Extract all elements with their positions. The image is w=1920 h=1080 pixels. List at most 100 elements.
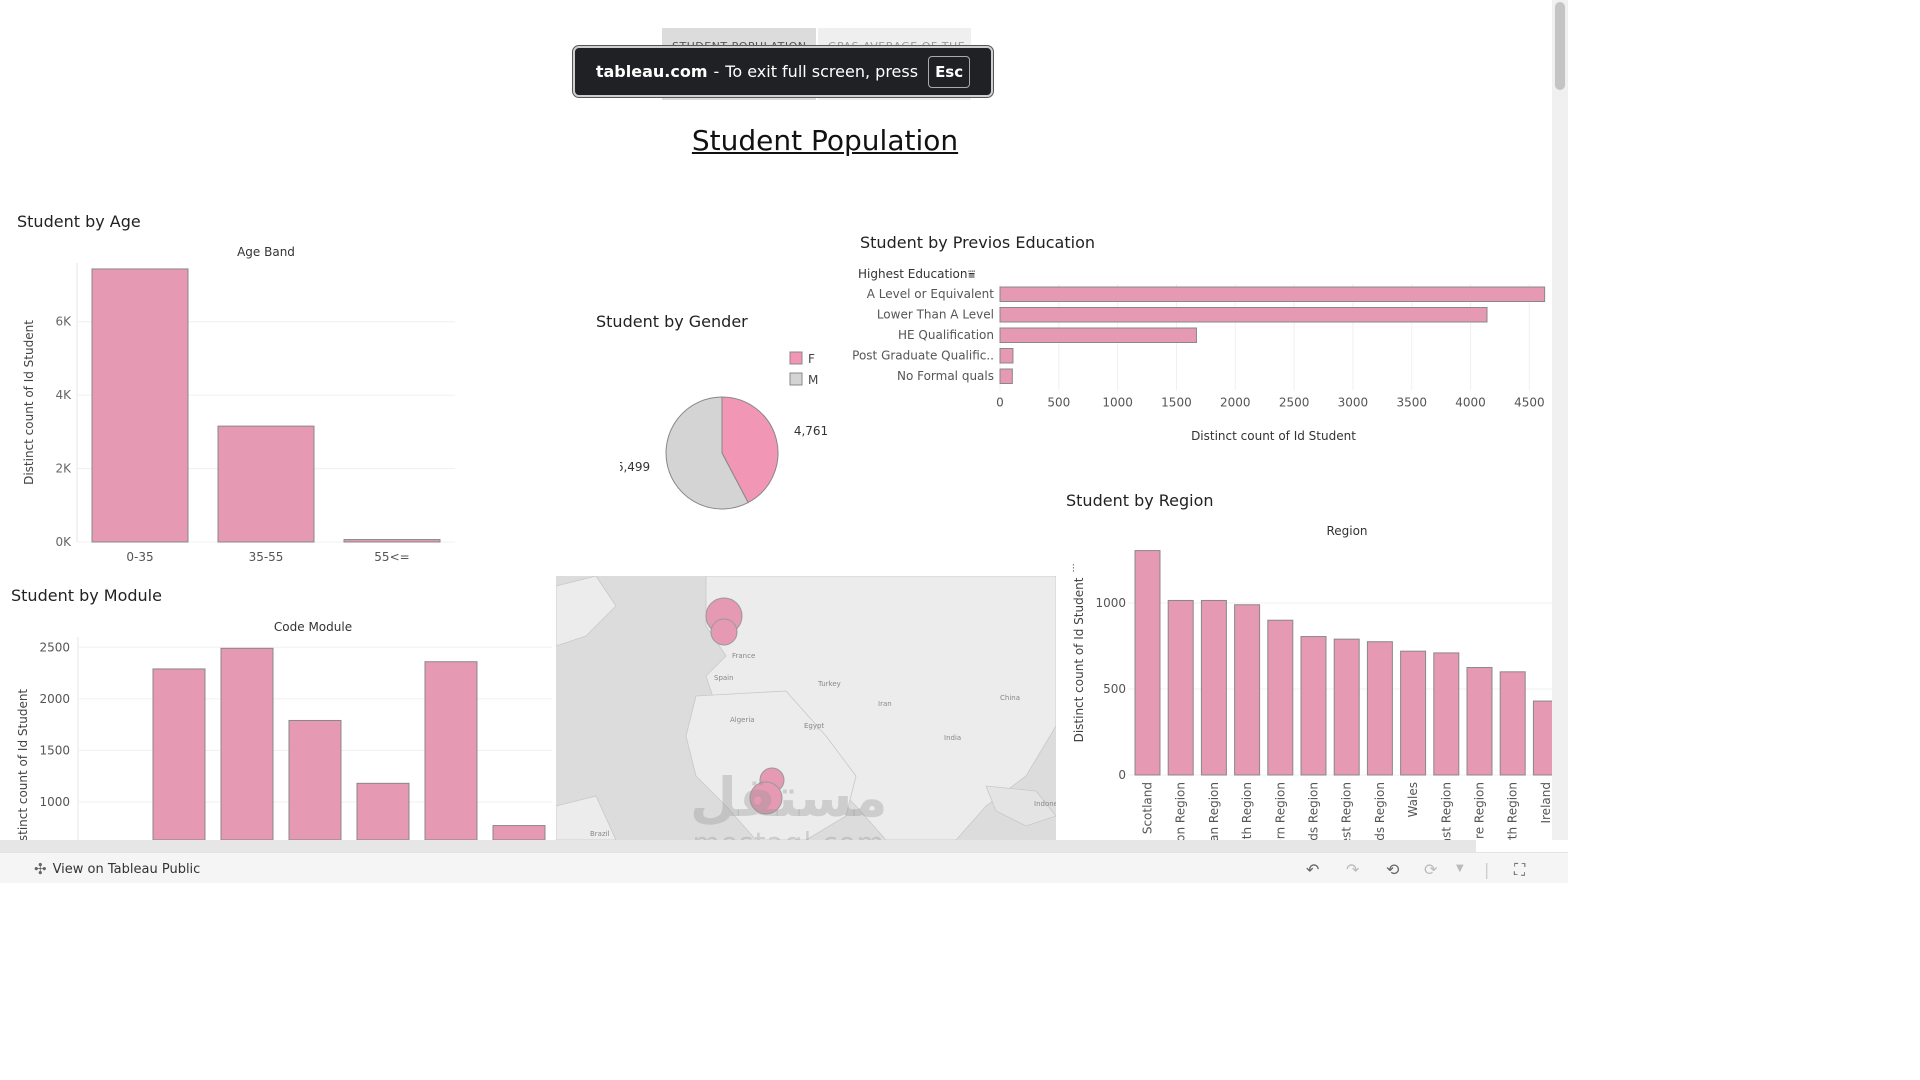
footer-toolbar: ✣ View on Tableau Public ↶ ↷ ⟲ ⟳ ▼ | ⛶ xyxy=(0,852,1568,883)
undo-icon[interactable]: ↶ xyxy=(1306,860,1320,879)
region-bar xyxy=(1400,650,1427,776)
region-x-tick: Wales xyxy=(1406,782,1420,817)
tableau-logo-icon: ✣ xyxy=(34,860,47,878)
map-bubble[interactable] xyxy=(710,618,738,646)
world-map-shapes xyxy=(556,576,1056,840)
student-map[interactable]: France Spain Turkey Iran China Algeria E… xyxy=(556,576,1056,840)
sheet-title-module: Student by Module xyxy=(11,586,162,605)
toast-domain: tableau.com xyxy=(595,62,708,81)
education-bar xyxy=(999,286,1546,302)
module-bar xyxy=(424,661,478,840)
sort-icon: ⩸ xyxy=(968,267,975,281)
education-y-tick: Lower Than A Level xyxy=(877,308,994,322)
region-bar xyxy=(1167,599,1194,776)
gender-legend-label: F xyxy=(808,352,815,366)
module-y-tick: 1000 xyxy=(39,795,70,809)
module-bar xyxy=(356,782,410,840)
education-x-tick: 2500 xyxy=(1279,396,1310,410)
age-chart: Age Band 0K 2K 4K 6K 0-35 35-55 55<= Distinct co… xyxy=(22,245,455,564)
education-x-tick: 0 xyxy=(996,396,1004,410)
education-chart: Highest Education ⩸ 0 500 1000 1500 2000 2500 30… xyxy=(852,267,1546,443)
region-x-tick: an Region xyxy=(1207,782,1221,840)
education-x-label: Distinct count of Id Student xyxy=(1191,429,1356,443)
region-bar xyxy=(1267,619,1294,776)
age-bar xyxy=(91,268,189,543)
region-x-tick: rth Region xyxy=(1506,782,1520,840)
redo-icon[interactable]: ↷ xyxy=(1346,860,1360,879)
view-on-tableau-link[interactable]: ✣ View on Tableau Public xyxy=(34,860,200,878)
map-label: Brazil xyxy=(590,830,610,838)
chevron-down-icon[interactable]: ▼ xyxy=(1456,863,1464,874)
module-bar xyxy=(152,668,206,840)
education-x-tick: 3500 xyxy=(1396,396,1427,410)
region-bar xyxy=(1333,638,1360,776)
region-x-tick: est Region xyxy=(1340,782,1354,840)
region-bar xyxy=(1532,700,1552,776)
region-bar xyxy=(1300,636,1327,776)
age-header: Age Band xyxy=(237,245,295,259)
age-y-tick: 4K xyxy=(55,388,72,402)
module-y-tick: 1500 xyxy=(39,743,70,757)
module-bar xyxy=(220,647,274,840)
region-y-tick: 500 xyxy=(1103,682,1126,696)
toolbar-divider: | xyxy=(1484,860,1490,879)
map-label: Spain xyxy=(714,674,734,682)
watermark-arabic: مستقل xyxy=(690,766,888,829)
sheet-title-age: Student by Age xyxy=(17,212,141,231)
module-y-label: stinct count of Id Student xyxy=(16,689,30,840)
education-y-tick: HE Qualification xyxy=(898,328,994,342)
region-chart: Region ⫶ 0 500 1000 Scotland on Region an Regio… xyxy=(1072,524,1552,840)
region-header: Region xyxy=(1326,524,1367,538)
module-header: Code Module xyxy=(274,620,352,634)
map-label: France xyxy=(732,652,756,660)
map-label: Iran xyxy=(878,700,892,708)
region-x-tick: ds Region xyxy=(1373,782,1387,840)
scrollbar-thumb[interactable] xyxy=(1555,2,1565,90)
region-x-tick: uth Region xyxy=(1240,782,1254,840)
education-x-tick: 500 xyxy=(1047,396,1070,410)
module-chart: Code Module 1000 1500 2000 2500 stinct count … xyxy=(16,620,552,840)
module-bar xyxy=(492,825,546,840)
region-y-tick: 0 xyxy=(1118,768,1126,782)
education-x-tick: 1500 xyxy=(1161,396,1192,410)
region-x-tick: on Region xyxy=(1174,782,1188,840)
region-y-tick: 1000 xyxy=(1095,596,1126,610)
sheet-title-education: Student by Previos Education xyxy=(860,233,1095,252)
education-x-tick: 1000 xyxy=(1102,396,1133,410)
education-x-tick: 3000 xyxy=(1338,396,1369,410)
gender-slice-label: 4,761 xyxy=(794,424,828,438)
age-x-tick: 35-55 xyxy=(249,550,284,564)
gender-slice xyxy=(665,396,749,510)
region-y-label: Distinct count of Id Student xyxy=(1072,577,1086,742)
map-label: Indone xyxy=(1034,800,1056,808)
gender-slice-label: 6,499 xyxy=(620,460,650,474)
map-label: Algeria xyxy=(730,716,755,724)
map-bubble[interactable] xyxy=(749,781,783,815)
region-bar xyxy=(1466,667,1493,776)
age-y-tick: 6K xyxy=(55,315,72,329)
education-y-tick: A Level or Equivalent xyxy=(867,287,995,301)
vertical-scrollbar[interactable] xyxy=(1552,0,1568,840)
gender-chart: 4,761 6,499 FM xyxy=(620,351,828,510)
age-y-tick: 0K xyxy=(55,535,72,549)
gender-legend-swatch xyxy=(789,372,803,386)
age-bar xyxy=(343,539,441,543)
education-header: Highest Education xyxy=(858,267,967,281)
refresh-icon[interactable]: ⟳ xyxy=(1424,860,1438,879)
revert-icon[interactable]: ⟲ xyxy=(1386,860,1400,879)
education-y-tick: Post Graduate Qualific.. xyxy=(852,349,994,363)
age-bar xyxy=(217,425,315,543)
dashboard-title: Student Population xyxy=(691,124,959,157)
age-x-tick: 55<= xyxy=(374,550,409,564)
fullscreen-toast: tableau.com - To exit full screen, press… xyxy=(572,45,994,98)
region-bar xyxy=(1433,652,1460,776)
module-bar xyxy=(288,719,342,840)
education-x-tick: 4000 xyxy=(1455,396,1486,410)
fullscreen-icon[interactable]: ⛶ xyxy=(1514,860,1526,879)
region-x-tick: ds Region xyxy=(1307,782,1321,840)
horizontal-scrollbar[interactable] xyxy=(0,840,1476,852)
region-bar xyxy=(1499,671,1526,776)
education-bar xyxy=(999,307,1488,323)
region-bar xyxy=(1366,641,1393,776)
module-y-tick: 2000 xyxy=(39,692,70,706)
